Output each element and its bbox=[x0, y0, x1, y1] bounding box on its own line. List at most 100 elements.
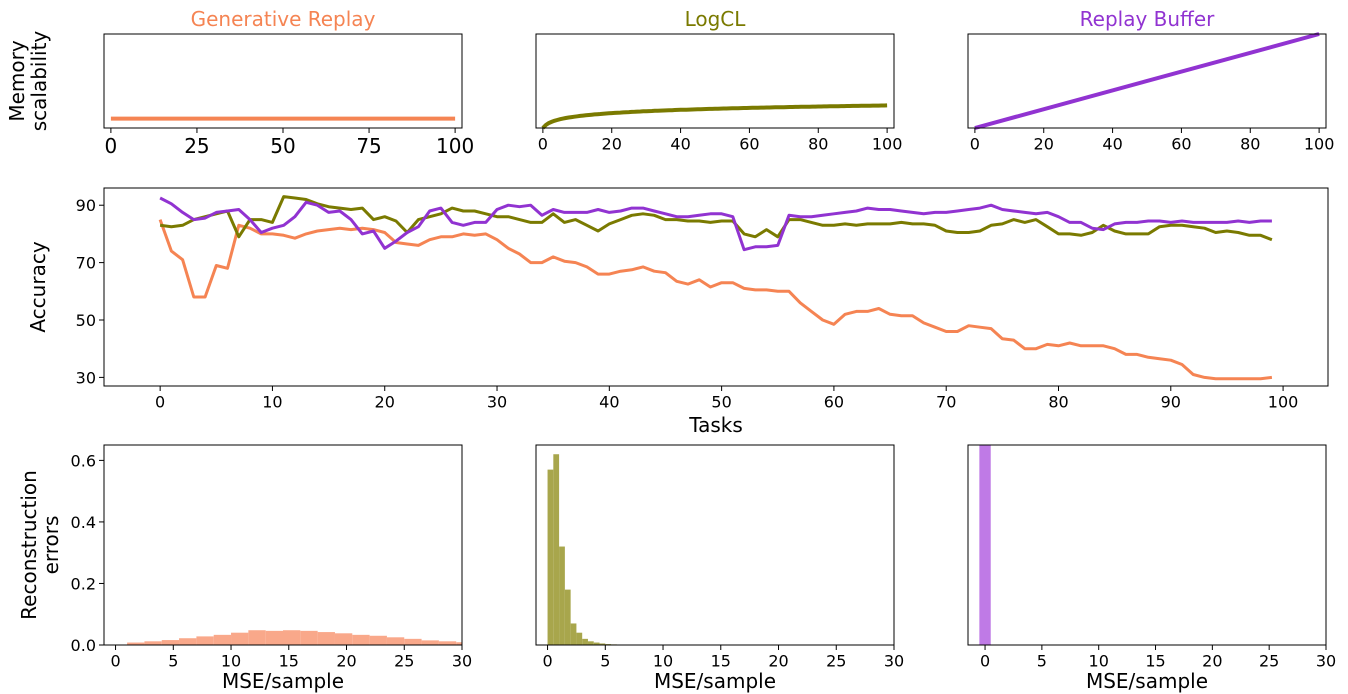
histogram-bars bbox=[547, 454, 629, 645]
x-tick-label: 10 bbox=[1089, 652, 1109, 671]
y-axis-label-line: scalability bbox=[27, 31, 51, 132]
accuracy-series-line bbox=[158, 219, 1273, 381]
y-tick-label: 90 bbox=[76, 196, 96, 215]
x-tick-label: 30 bbox=[487, 393, 507, 412]
histogram-panel-5: 0 5 10 15 20 25 30 MSE/sample bbox=[535, 444, 904, 693]
x-tick-label: 20 bbox=[1202, 652, 1222, 671]
x-tick-label: 100 bbox=[1268, 393, 1299, 412]
x-tick-label: 15 bbox=[279, 652, 299, 671]
x-tick-label: 25 bbox=[826, 652, 846, 671]
histogram-bar bbox=[553, 454, 560, 645]
histogram-bar bbox=[161, 640, 180, 645]
x-axis-label: MSE/sample bbox=[654, 669, 776, 693]
memory-panel-0: 0 25 50 75 100 Generative Replay Memoryscalabi… bbox=[5, 7, 474, 158]
x-tick-label: 40 bbox=[670, 135, 690, 154]
x-tick-label: 60 bbox=[824, 393, 844, 412]
histogram-bar bbox=[144, 641, 162, 645]
x-tick-label: 0 bbox=[538, 135, 548, 154]
histogram-bar bbox=[283, 630, 301, 645]
histogram-bar bbox=[570, 623, 577, 645]
memory-panel-2: 0 20 40 60 80 100 Replay Buffer bbox=[967, 7, 1335, 154]
x-tick-label: 10 bbox=[221, 652, 241, 671]
x-tick-label: 100 bbox=[436, 134, 474, 158]
histogram-bar bbox=[582, 638, 588, 645]
histogram-bar bbox=[334, 633, 353, 645]
x-tick-label: 0 bbox=[542, 652, 552, 671]
x-tick-label: 30 bbox=[1316, 652, 1336, 671]
x-tick-label: 0 bbox=[980, 652, 990, 671]
y-axis-label-line: errors bbox=[39, 516, 63, 575]
x-tick-label: 0 bbox=[155, 393, 165, 412]
y-axis-label-line: Reconstruction bbox=[17, 470, 41, 620]
x-tick-label: 70 bbox=[936, 393, 956, 412]
histogram-bar bbox=[196, 636, 214, 645]
y-axis-label-line: Memory bbox=[5, 40, 29, 122]
x-tick-label: 80 bbox=[1240, 135, 1260, 154]
y-axis-label: Memoryscalability bbox=[5, 31, 51, 132]
x-tick-label: 75 bbox=[356, 134, 381, 158]
x-tick-label: 60 bbox=[739, 135, 759, 154]
axes-frame bbox=[967, 444, 1327, 646]
histogram-bar bbox=[317, 632, 335, 645]
histogram-bar bbox=[559, 546, 565, 645]
panel-title: LogCL bbox=[685, 7, 747, 31]
histogram-panel-4: 0 5 10 15 20 25 30 0.0 0.2 0.4 0.6 MSE/sample Recons… bbox=[17, 444, 472, 693]
histogram-bar bbox=[386, 637, 405, 645]
x-tick-label: 50 bbox=[270, 134, 295, 158]
axes-frame bbox=[535, 444, 895, 646]
x-tick-label: 20 bbox=[1034, 135, 1054, 154]
x-tick-label: 80 bbox=[1048, 393, 1068, 412]
x-tick-label: 80 bbox=[808, 135, 828, 154]
histogram-bar bbox=[231, 632, 249, 645]
histogram-bar bbox=[979, 445, 991, 645]
histogram-bar bbox=[564, 589, 571, 645]
x-axis-label: MSE/sample bbox=[222, 669, 344, 693]
histogram-bar bbox=[352, 634, 370, 645]
x-tick-label: 30 bbox=[452, 652, 472, 671]
x-tick-label: 10 bbox=[653, 652, 673, 671]
axes-frame bbox=[103, 444, 463, 646]
y-axis-label: Reconstructionerrors bbox=[17, 470, 63, 620]
y-tick-label: 70 bbox=[76, 254, 96, 273]
histogram-bar bbox=[248, 630, 266, 645]
x-tick-label: 10 bbox=[262, 393, 282, 412]
histogram-bar bbox=[300, 630, 318, 645]
x-tick-label: 20 bbox=[768, 652, 788, 671]
axes-frame bbox=[103, 187, 1329, 387]
x-tick-label: 5 bbox=[168, 652, 178, 671]
histogram-bars bbox=[979, 445, 991, 645]
y-tick-label: 0.0 bbox=[71, 636, 96, 655]
x-tick-label: 5 bbox=[1037, 652, 1047, 671]
histogram-bar bbox=[576, 632, 583, 645]
x-tick-label: 50 bbox=[711, 393, 731, 412]
histogram-bar bbox=[369, 635, 387, 645]
y-tick-label: 0.2 bbox=[71, 574, 96, 593]
x-tick-label: 40 bbox=[1102, 135, 1122, 154]
x-tick-label: 5 bbox=[600, 652, 610, 671]
y-tick-label: 30 bbox=[76, 368, 96, 387]
y-axis-label-line: Accuracy bbox=[26, 241, 50, 332]
histogram-bar bbox=[593, 642, 600, 645]
memory-line bbox=[541, 103, 888, 130]
histogram-bar bbox=[265, 630, 283, 645]
x-tick-label: 40 bbox=[599, 393, 619, 412]
histogram-bar bbox=[179, 638, 197, 645]
accuracy-series-line bbox=[159, 196, 1272, 252]
x-tick-label: 30 bbox=[884, 652, 904, 671]
x-tick-label: 0 bbox=[110, 652, 120, 671]
x-tick-label: 100 bbox=[1304, 135, 1335, 154]
y-tick-label: 0.4 bbox=[71, 513, 96, 532]
y-axis-label: Accuracy bbox=[26, 241, 50, 332]
x-tick-label: 60 bbox=[1171, 135, 1191, 154]
histogram-panel-6: 0 5 10 15 20 25 30 MSE/sample bbox=[967, 444, 1336, 693]
histogram-bar bbox=[438, 641, 457, 645]
histogram-bar bbox=[587, 641, 594, 645]
histogram-bar bbox=[456, 642, 462, 645]
x-tick-label: 20 bbox=[375, 393, 395, 412]
x-tick-label: 20 bbox=[336, 652, 356, 671]
x-tick-label: 0 bbox=[970, 135, 980, 154]
memory-panel-1: 0 20 40 60 80 100 LogCL bbox=[535, 7, 902, 154]
accuracy-panel: 0 10 20 30 40 50 60 70 80 90 100 30 50 70 90 Tasks Accur… bbox=[26, 187, 1329, 437]
axes-frame bbox=[967, 33, 1327, 129]
